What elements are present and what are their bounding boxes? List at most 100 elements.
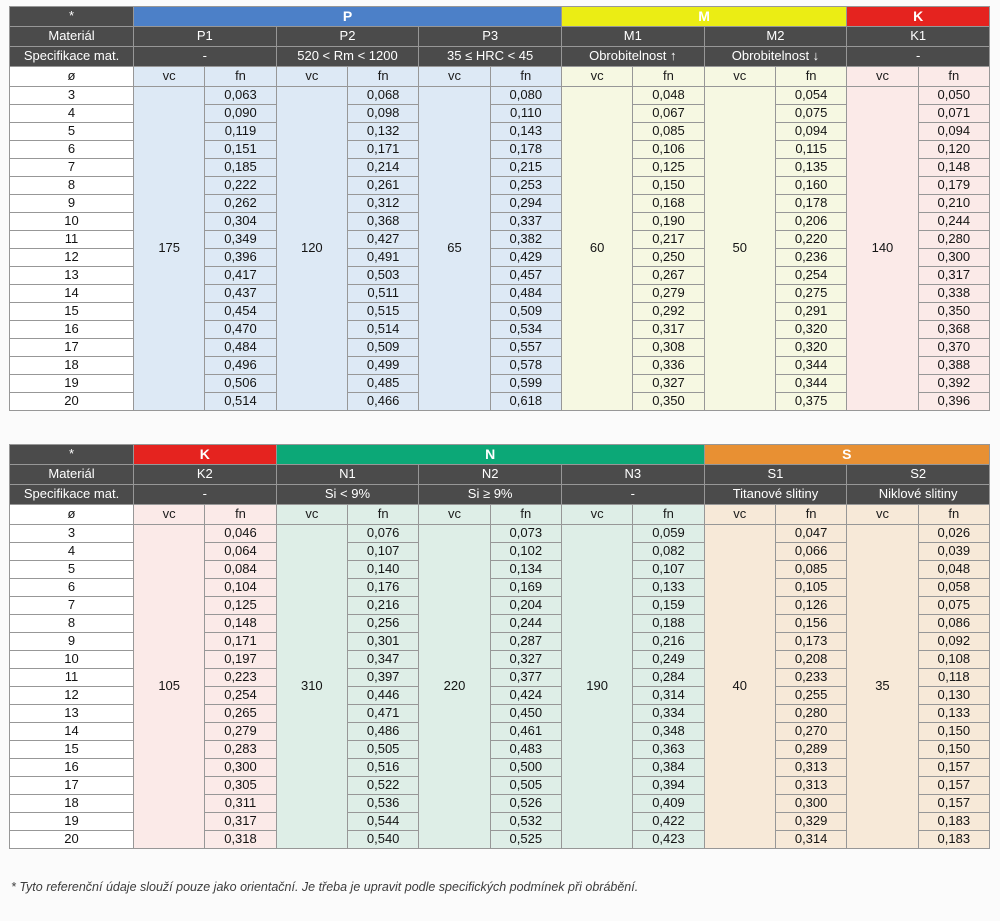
fn-value-cell: 0,130 xyxy=(917,686,991,705)
fn-value-cell: 0,160 xyxy=(774,176,848,195)
diameter-cell: 4 xyxy=(9,542,134,561)
fn-value-cell: 0,317 xyxy=(917,266,991,285)
table-row: 12 0,396 0,491 0,429 0,250 0,236 0,300 xyxy=(9,248,991,267)
table-row: 13 0,417 0,503 0,457 0,267 0,254 0,317 xyxy=(9,266,991,285)
fn-value-cell: 0,073 xyxy=(489,524,562,543)
fn-value-cell: 0,244 xyxy=(917,212,991,231)
material-header-n3: N3 xyxy=(560,464,705,485)
fn-value-cell: 0,086 xyxy=(917,614,991,633)
spec-header-n1: Si < 9% xyxy=(275,484,420,505)
fn-value-cell: 0,090 xyxy=(204,104,277,123)
fn-value-cell: 0,068 xyxy=(346,86,420,105)
fn-value-cell: 0,106 xyxy=(632,140,705,159)
fn-value-cell: 0,396 xyxy=(204,248,277,267)
diameter-cell: 7 xyxy=(9,158,134,177)
fn-value-cell: 0,327 xyxy=(489,650,562,669)
material-header-m1: M1 xyxy=(560,26,705,47)
fn-value-cell: 0,254 xyxy=(774,266,848,285)
spec-row-label: Specifikace mat. xyxy=(9,484,134,505)
table-row: 19 0,506 0,485 0,599 0,327 0,344 0,392 xyxy=(9,374,991,393)
table-row: 9 0,171 0,301 0,287 0,216 0,173 0,092 xyxy=(9,632,991,651)
fn-value-cell: 0,486 xyxy=(346,722,420,741)
table-row: 17 0,484 0,509 0,557 0,308 0,320 0,370 xyxy=(9,338,991,357)
fn-value-cell: 0,429 xyxy=(489,248,562,267)
diameter-cell: 8 xyxy=(9,176,134,195)
diameter-cell: 13 xyxy=(9,704,134,723)
fn-value-cell: 0,066 xyxy=(774,542,848,561)
fn-value-cell: 0,216 xyxy=(346,596,420,615)
vc-header-m2: vc xyxy=(703,66,776,87)
material-header-m2: M2 xyxy=(703,26,848,47)
vc-value-n3: 190 xyxy=(560,524,634,849)
fn-value-cell: 0,337 xyxy=(489,212,562,231)
diameter-cell: 12 xyxy=(9,686,134,705)
diameter-cell: 19 xyxy=(9,374,134,393)
table-row: 6 0,151 0,171 0,178 0,106 0,115 0,120 xyxy=(9,140,991,159)
fn-value-cell: 0,071 xyxy=(917,104,991,123)
iso-group-header-s: S xyxy=(703,444,991,465)
fn-value-cell: 0,156 xyxy=(774,614,848,633)
fn-value-cell: 0,054 xyxy=(774,86,848,105)
fn-value-cell: 0,249 xyxy=(632,650,705,669)
diameter-cell: 17 xyxy=(9,776,134,795)
vc-header-s2: vc xyxy=(846,504,919,525)
fn-header-p1: fn xyxy=(204,66,277,87)
vc-header-p2: vc xyxy=(275,66,348,87)
spec-header-m2: Obrobitelnost ↓ xyxy=(703,46,848,67)
fn-value-cell: 0,349 xyxy=(204,230,277,249)
iso-group-header-n: N xyxy=(275,444,705,465)
fn-value-cell: 0,084 xyxy=(204,560,277,579)
fn-value-cell: 0,094 xyxy=(917,122,991,141)
diameter-cell: 5 xyxy=(9,560,134,579)
fn-value-cell: 0,329 xyxy=(774,812,848,831)
fn-value-cell: 0,132 xyxy=(346,122,420,141)
fn-header-k2: fn xyxy=(204,504,277,525)
diameter-header: ø xyxy=(9,66,134,87)
vc-header-n2: vc xyxy=(418,504,491,525)
fn-value-cell: 0,540 xyxy=(346,830,420,849)
fn-value-cell: 0,457 xyxy=(489,266,562,285)
fn-value-cell: 0,048 xyxy=(632,86,705,105)
fn-value-cell: 0,370 xyxy=(917,338,991,357)
material-header-s1: S1 xyxy=(703,464,848,485)
diameter-cell: 14 xyxy=(9,284,134,303)
table-row: 14 0,437 0,511 0,484 0,279 0,275 0,338 xyxy=(9,284,991,303)
diameter-cell: 18 xyxy=(9,794,134,813)
page: * P M K Materiál P1 P2 P3 M1 M2 K1 Specifikace mat.… xyxy=(9,6,991,894)
fn-value-cell: 0,108 xyxy=(917,650,991,669)
fn-value-cell: 0,075 xyxy=(774,104,848,123)
fn-value-cell: 0,094 xyxy=(774,122,848,141)
diameter-cell: 6 xyxy=(9,140,134,159)
fn-value-cell: 0,534 xyxy=(489,320,562,339)
spec-header-k1: - xyxy=(846,46,990,67)
table-row: 16 0,470 0,514 0,534 0,317 0,320 0,368 xyxy=(9,320,991,339)
fn-value-cell: 0,220 xyxy=(774,230,848,249)
fn-value-cell: 0,173 xyxy=(774,632,848,651)
fn-value-cell: 0,171 xyxy=(346,140,420,159)
fn-value-cell: 0,150 xyxy=(917,740,991,759)
fn-value-cell: 0,157 xyxy=(917,794,991,813)
fn-value-cell: 0,183 xyxy=(917,830,991,849)
diameter-cell: 12 xyxy=(9,248,134,267)
fn-value-cell: 0,085 xyxy=(632,122,705,141)
fn-value-cell: 0,148 xyxy=(917,158,991,177)
fn-header-n2: fn xyxy=(489,504,562,525)
fn-value-cell: 0,176 xyxy=(346,578,420,597)
fn-value-cell: 0,500 xyxy=(489,758,562,777)
table-row: 4 0,064 0,107 0,102 0,082 0,066 0,039 xyxy=(9,542,991,561)
fn-value-cell: 0,304 xyxy=(204,212,277,231)
diameter-cell: 13 xyxy=(9,266,134,285)
fn-value-cell: 0,168 xyxy=(632,194,705,213)
spec-header-p3: 35 ≤ HRC < 45 xyxy=(418,46,562,67)
fn-value-cell: 0,313 xyxy=(774,776,848,795)
fn-value-cell: 0,150 xyxy=(917,722,991,741)
fn-value-cell: 0,317 xyxy=(632,320,705,339)
fn-value-cell: 0,210 xyxy=(917,194,991,213)
fn-value-cell: 0,397 xyxy=(346,668,420,687)
fn-value-cell: 0,085 xyxy=(774,560,848,579)
fn-value-cell: 0,098 xyxy=(346,104,420,123)
fn-value-cell: 0,450 xyxy=(489,704,562,723)
diameter-cell: 15 xyxy=(9,302,134,321)
diameter-cell: 15 xyxy=(9,740,134,759)
fn-value-cell: 0,437 xyxy=(204,284,277,303)
